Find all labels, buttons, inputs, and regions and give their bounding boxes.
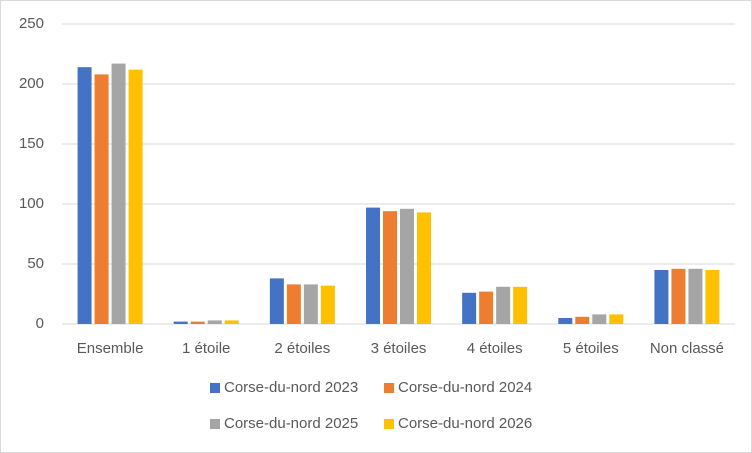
bar xyxy=(224,320,239,324)
y-tick-label: 50 xyxy=(27,255,44,272)
bar xyxy=(320,285,335,324)
bar xyxy=(592,314,607,324)
bar xyxy=(479,291,494,324)
bar xyxy=(303,284,318,324)
bar xyxy=(417,212,431,324)
bar xyxy=(128,69,143,324)
legend-label: Corse-du-nord 2024 xyxy=(398,379,532,396)
x-tick-label: 2 étoiles xyxy=(274,340,330,357)
legend-label: Corse-du-nord 2023 xyxy=(224,379,358,396)
bar xyxy=(462,292,477,324)
x-tick-label: 3 étoiles xyxy=(371,340,427,357)
bar xyxy=(94,74,109,325)
y-tick-label: 0 xyxy=(36,315,44,332)
x-tick-label: Non classé xyxy=(650,340,724,357)
legend-swatch xyxy=(384,383,394,393)
y-tick-label: 150 xyxy=(19,135,44,152)
legend-swatch xyxy=(210,419,220,429)
bar xyxy=(609,314,624,324)
bar xyxy=(111,63,126,324)
y-tick-label: 200 xyxy=(19,75,44,92)
bar xyxy=(671,268,686,324)
bar xyxy=(400,208,414,324)
bar xyxy=(383,211,397,324)
y-tick-label: 250 xyxy=(19,15,44,32)
bar xyxy=(366,207,380,324)
bar xyxy=(190,321,205,324)
legend-label: Corse-du-nord 2025 xyxy=(224,415,358,432)
bar xyxy=(688,268,703,324)
x-tick-label: 4 étoiles xyxy=(467,340,523,357)
legend-swatch xyxy=(384,419,394,429)
x-tick-label: Ensemble xyxy=(77,340,144,357)
bar xyxy=(77,67,92,324)
x-tick-label: 5 étoiles xyxy=(563,340,619,357)
bar xyxy=(173,321,188,324)
bar xyxy=(654,270,669,324)
x-tick-label: 1 étoile xyxy=(182,340,230,357)
bar xyxy=(269,278,284,324)
bar xyxy=(705,270,720,324)
bar xyxy=(207,320,222,324)
y-tick-label: 100 xyxy=(19,195,44,212)
bar xyxy=(286,284,301,324)
bar xyxy=(575,316,590,324)
legend-swatch xyxy=(210,383,220,393)
legend-label: Corse-du-nord 2026 xyxy=(398,415,532,432)
bar xyxy=(496,286,511,324)
bar xyxy=(513,286,528,324)
bar xyxy=(558,318,573,324)
